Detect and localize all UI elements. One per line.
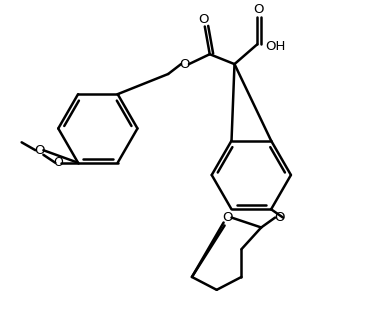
Text: O: O xyxy=(222,211,233,224)
Text: O: O xyxy=(199,13,209,26)
Text: O: O xyxy=(274,211,284,224)
Text: OH: OH xyxy=(265,40,286,53)
Text: O: O xyxy=(53,156,63,169)
Text: O: O xyxy=(34,144,45,157)
Text: O: O xyxy=(253,3,263,16)
Text: O: O xyxy=(180,57,190,71)
